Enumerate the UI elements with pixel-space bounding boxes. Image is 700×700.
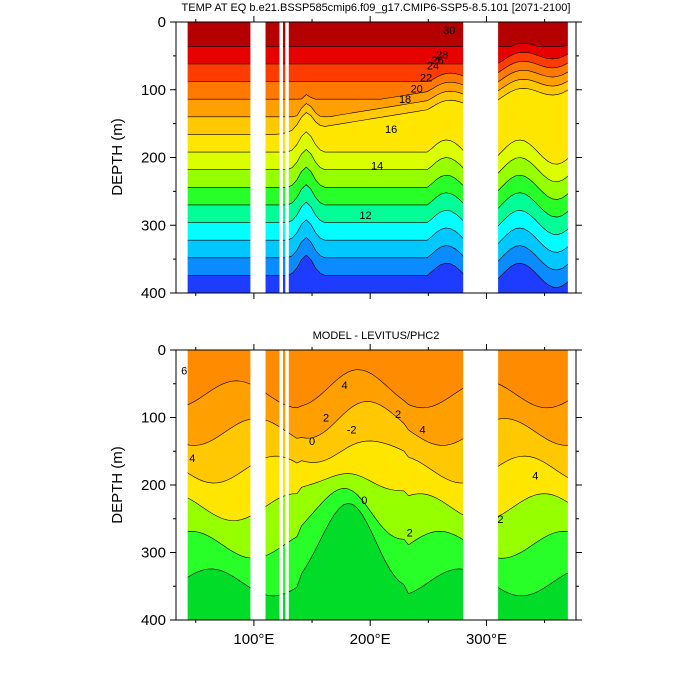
contour-label: 4 — [342, 380, 348, 392]
land-gap — [279, 350, 283, 620]
contour-line — [176, 148, 576, 183]
contour-line — [176, 440, 576, 484]
contour-field — [176, 22, 576, 293]
contour-line — [176, 488, 576, 559]
contour-label: -2 — [347, 425, 357, 437]
contour-label: 2 — [395, 409, 401, 421]
y-tick-label: 200 — [141, 150, 166, 167]
y-tick-label: 300 — [141, 545, 166, 562]
temperature-panel: TEMP AT EQ b.e21.BSSP585cmip6.f09_g17.CM… — [109, 2, 582, 302]
contour-line — [176, 131, 576, 165]
land-gap — [279, 22, 283, 293]
land-gap — [463, 350, 499, 620]
y-axis-label: DEPTH (m) — [109, 446, 126, 524]
land-gap — [176, 350, 188, 620]
land-gap — [567, 350, 576, 620]
land-gap — [250, 350, 266, 620]
x-tick-label: 300°E — [466, 631, 507, 648]
contour-line — [176, 219, 576, 253]
contour-line — [176, 84, 576, 135]
contour-label: 4 — [532, 471, 538, 483]
y-axis-label: DEPTH (m) — [109, 118, 126, 196]
contour-line — [176, 502, 576, 597]
contour-label: 30 — [443, 25, 455, 37]
land-gap — [567, 22, 576, 293]
land-gap — [285, 22, 289, 293]
contour-label: 2 — [323, 413, 329, 425]
contour-line — [176, 75, 576, 118]
contour-line — [176, 369, 576, 409]
contour-line — [176, 66, 576, 100]
contour-band — [176, 22, 576, 47]
contour-label: 26 — [432, 55, 444, 67]
contour-label: 12 — [359, 210, 371, 222]
panel-title: TEMP AT EQ b.e21.BSSP585cmip6.f09_g17.CM… — [182, 2, 571, 14]
land-gap — [250, 22, 266, 293]
contour-label: 16 — [385, 124, 397, 136]
contour-label: 2 — [497, 514, 503, 526]
y-tick-label: 200 — [141, 477, 166, 494]
y-tick-label: 400 — [141, 612, 166, 629]
y-tick-label: 100 — [141, 410, 166, 427]
land-gap — [176, 22, 188, 293]
contour-label: 0 — [361, 495, 367, 507]
contour-line — [176, 39, 576, 47]
contour-label: 20 — [411, 83, 423, 95]
contour-line — [176, 48, 576, 65]
panel-title: MODEL - LEVITUS/PHC2 — [313, 330, 440, 342]
contour-label: 4 — [419, 425, 425, 437]
contour-line — [176, 254, 576, 288]
land-gap — [463, 22, 499, 293]
x-tick-label: 200°E — [350, 631, 391, 648]
contour-label: 28 — [436, 50, 448, 62]
y-tick-label: 0 — [158, 14, 166, 31]
contour-line — [176, 57, 576, 82]
y-tick-label: 400 — [141, 285, 166, 302]
contour-line — [176, 237, 576, 271]
y-tick-label: 100 — [141, 82, 166, 99]
contour-label: 4 — [189, 453, 195, 465]
y-tick-label: 300 — [141, 217, 166, 234]
contour-line — [176, 401, 576, 446]
contour-label: 6 — [181, 365, 187, 377]
contour-line — [176, 184, 576, 218]
land-gap — [285, 350, 289, 620]
contour-label: 24 — [427, 60, 439, 72]
x-tick-label: 100°E — [233, 631, 274, 648]
contour-line — [176, 473, 576, 521]
contour-line — [176, 201, 576, 236]
contour-label: 2 — [407, 527, 413, 539]
y-tick-label: 0 — [158, 342, 166, 359]
contour-line — [176, 166, 576, 200]
contour-label: 22 — [420, 73, 432, 85]
contour-label: 14 — [371, 161, 383, 173]
contour-label: 0 — [309, 436, 315, 448]
contour-label: 18 — [399, 94, 411, 106]
contour-field — [176, 350, 576, 620]
